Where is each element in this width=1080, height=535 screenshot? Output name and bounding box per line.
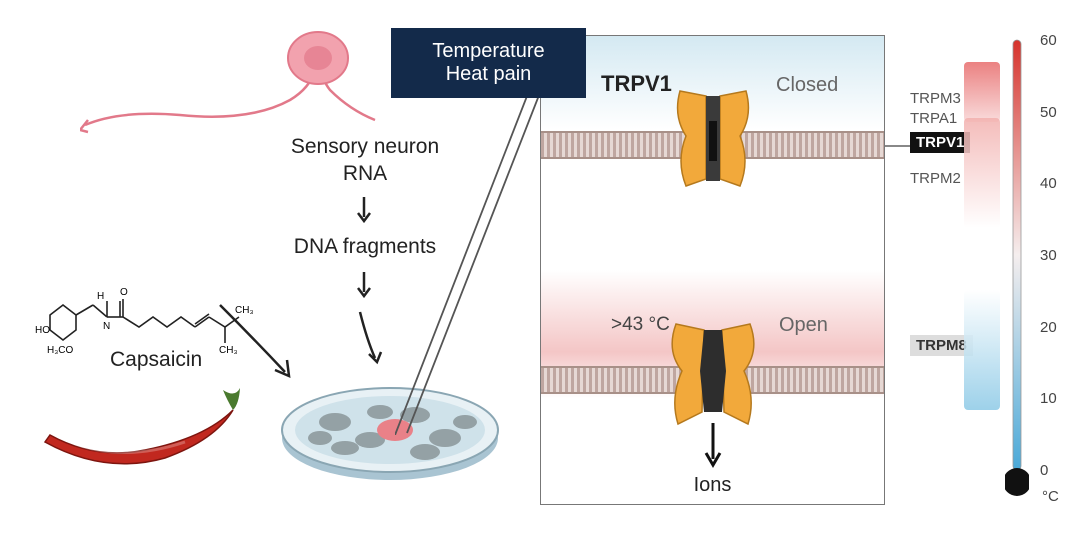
open-label: Open: [779, 314, 828, 337]
trpv1-title: TRPV1: [601, 71, 672, 97]
sensory-neuron-label: Sensory neuron: [270, 135, 460, 159]
threshold-label: >43 °C: [611, 314, 670, 336]
receptor-label-trpm2: TRPM2: [910, 170, 961, 187]
closed-label: Closed: [776, 74, 838, 97]
atom-label: H: [97, 291, 104, 302]
cue-line: [885, 145, 910, 147]
flow-arrow-curved-icon: [215, 300, 305, 390]
chili-pepper-illustration: [35, 380, 245, 470]
sensory-neuron-illustration: [80, 30, 400, 150]
trpv1-channel-open: [668, 316, 758, 426]
temperature-range-bar: [964, 118, 1000, 228]
thermometer-tick: 20: [1040, 319, 1057, 336]
channel-panel: Temperature Heat pain TRPV1 Closed >43 °…: [540, 35, 885, 505]
thermometer-tick: 60: [1040, 32, 1057, 49]
temperature-label: Temperature: [432, 40, 544, 63]
receptor-label-trpa1: TRPA1: [910, 110, 957, 127]
thermometer-tick: 0: [1040, 462, 1048, 479]
flow-arrow-icon: [355, 270, 373, 302]
flow-arrow-curved-icon: [355, 310, 385, 370]
atom-label: N: [103, 321, 110, 332]
atom-label: O: [120, 287, 128, 298]
thermometer-tick: 40: [1040, 175, 1057, 192]
dna-fragments-label: DNA fragments: [270, 235, 460, 259]
panel-header: Temperature Heat pain: [391, 28, 586, 98]
thermometer-tick: 30: [1040, 247, 1057, 264]
thermometer-tick: 50: [1040, 104, 1057, 121]
thermometer: [1005, 30, 1029, 500]
receptor-label-trpv1: TRPV1: [910, 132, 970, 153]
ion-flow-arrow-icon: [703, 421, 723, 471]
temperature-range-bar: [964, 62, 1000, 122]
trpv1-channel-closed: [668, 81, 758, 191]
rna-label: RNA: [270, 162, 460, 186]
atom-label: H₃CO: [47, 345, 74, 356]
celsius-label: °C: [1042, 488, 1059, 505]
temperature-range-bar: [964, 290, 1000, 410]
capsaicin-label: Capsaicin: [110, 348, 202, 372]
flow-arrow-icon: [355, 195, 373, 227]
heat-pain-label: Heat pain: [446, 63, 532, 86]
receptor-label-trpm3: TRPM3: [910, 90, 961, 107]
thermometer-tick: 10: [1040, 390, 1057, 407]
ions-label: Ions: [541, 474, 884, 497]
atom-label: HO: [35, 325, 50, 336]
